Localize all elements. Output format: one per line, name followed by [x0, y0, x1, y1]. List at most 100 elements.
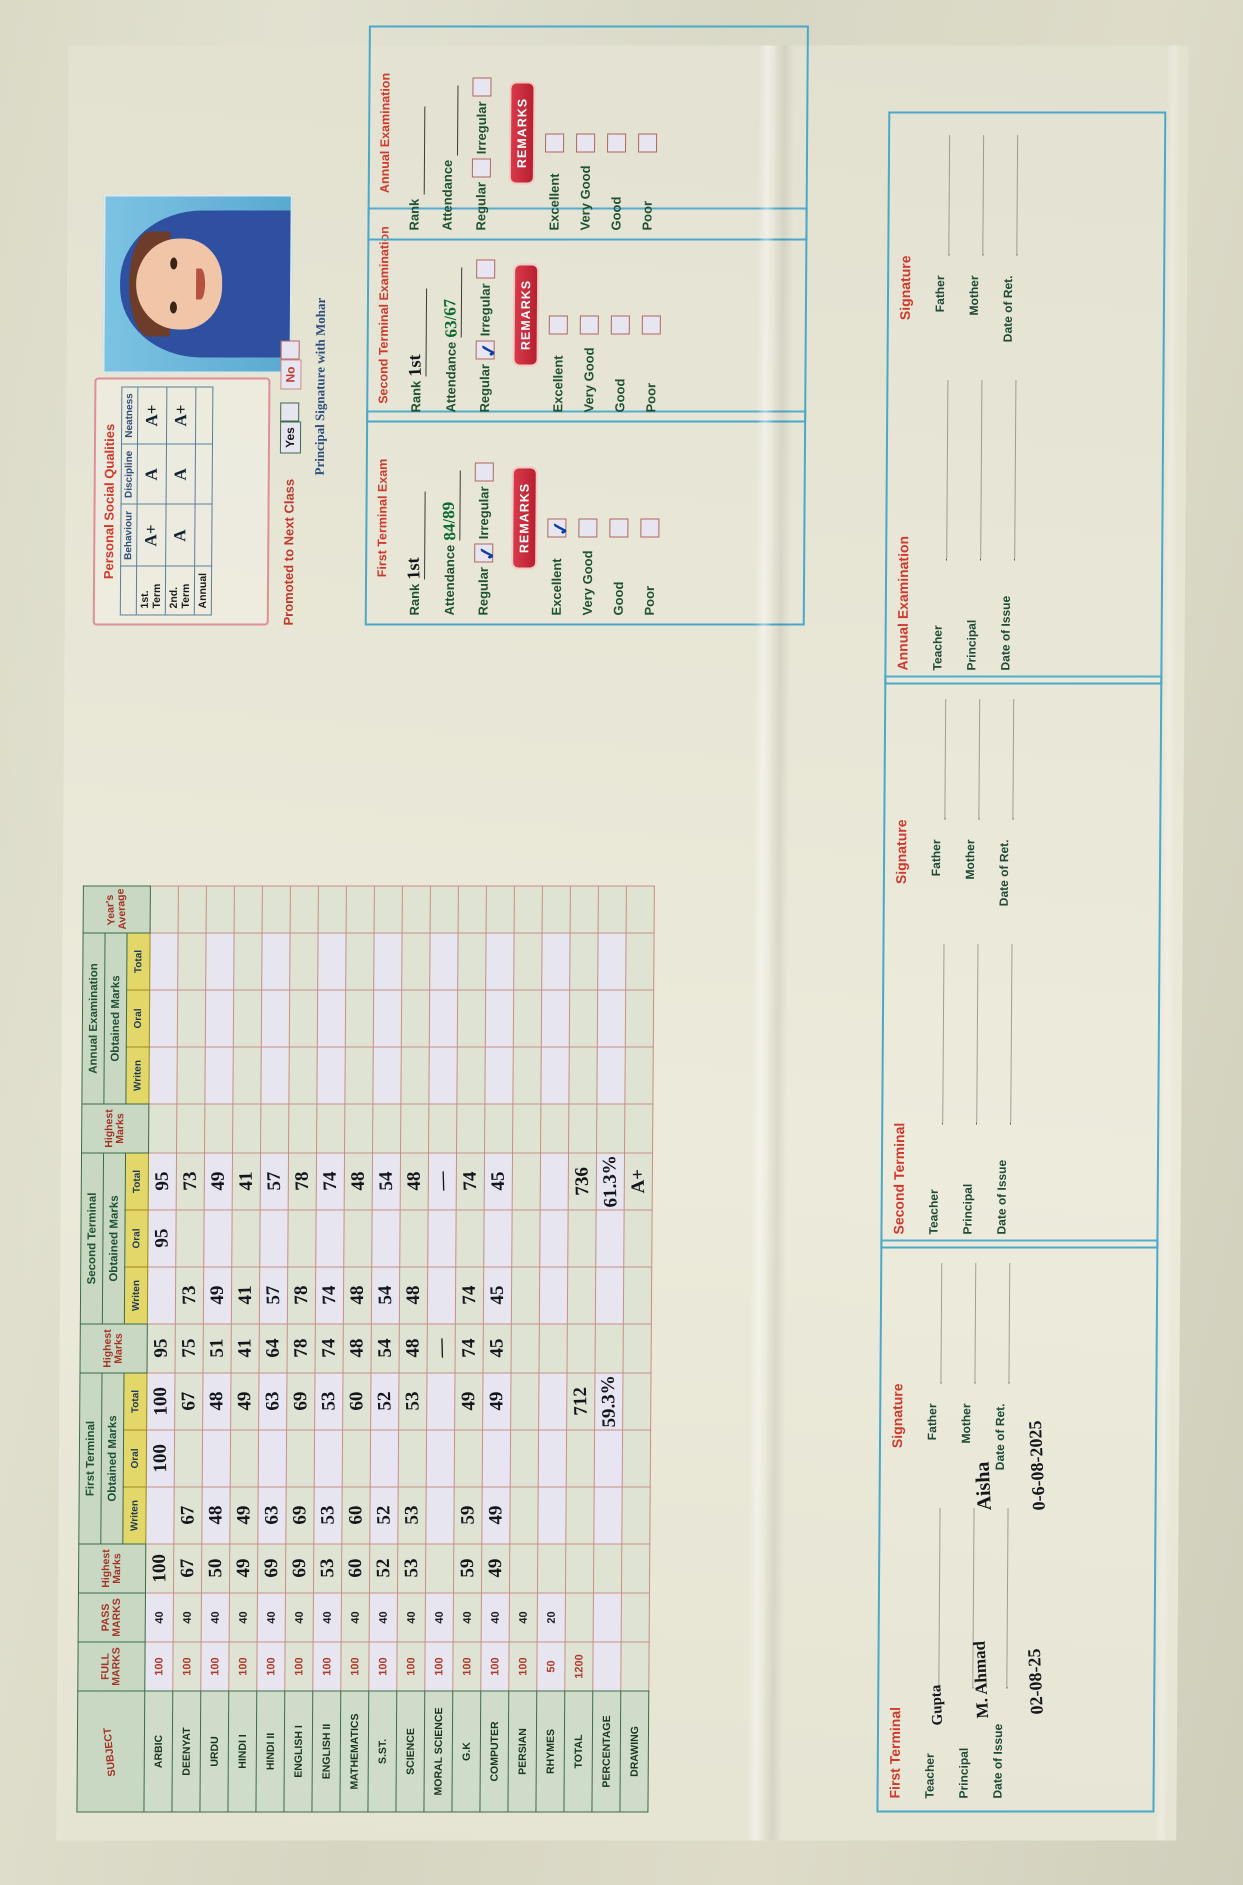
- row-an-writen: [288, 1046, 317, 1104]
- row-t1-total: 52: [370, 1372, 399, 1430]
- promoted-yes-checkbox[interactable]: [279, 402, 299, 421]
- row-an-highest: [288, 1103, 317, 1153]
- scale-label: Good: [611, 378, 627, 412]
- row-t2-highest: 54: [370, 1323, 399, 1373]
- row-t1-writen: 67: [173, 1486, 202, 1544]
- scale-checkbox[interactable]: [637, 133, 657, 152]
- row-an-writen: [344, 1046, 373, 1104]
- row-subject: RHYMES: [535, 1690, 565, 1812]
- promoted-no-checkbox[interactable]: [280, 340, 300, 359]
- row-an-writen: [148, 1046, 177, 1104]
- row-full-marks: 100: [200, 1641, 229, 1691]
- remarks-badge: REMARKS: [512, 468, 536, 567]
- row-t1-writen: 52: [369, 1486, 398, 1544]
- row-t1-oral: [593, 1429, 623, 1487]
- sig-line-right[interactable]: [943, 699, 946, 819]
- row-full-marks: 100: [480, 1641, 509, 1691]
- row-an-oral: [540, 989, 570, 1047]
- row-an-oral: [596, 989, 626, 1047]
- rank-row: Rank 1st: [402, 420, 426, 615]
- psq-term: 1st. Term: [135, 565, 166, 615]
- promoted-yes-label[interactable]: Yes: [279, 421, 301, 453]
- row-t1-total: 53: [314, 1372, 343, 1430]
- regular-checkbox[interactable]: ✓: [473, 543, 500, 563]
- row-t2-writen: 49: [202, 1266, 232, 1324]
- row-an-total: [149, 932, 178, 990]
- sig-line[interactable]: [979, 380, 982, 560]
- row-an-highest: [456, 1103, 485, 1153]
- student-photo: [94, 75, 301, 385]
- sigrow-left: Date of Issue: [997, 595, 1013, 670]
- row-t1-oral: [621, 1429, 651, 1487]
- psq-col-1: Behaviour: [120, 504, 137, 566]
- row-an-total: [597, 932, 626, 990]
- col-annual-total: Total: [126, 932, 150, 990]
- row-full-marks: 50: [536, 1641, 565, 1691]
- row-full-marks: 100: [144, 1641, 173, 1691]
- sig-line[interactable]: [937, 1508, 941, 1688]
- scale-checkbox[interactable]: [577, 518, 597, 537]
- row-an-writen: [596, 1046, 625, 1104]
- sig-line-right[interactable]: [1015, 135, 1018, 255]
- sig-line[interactable]: [1005, 1508, 1009, 1688]
- psq-discipline: A: [165, 443, 195, 504]
- psq-neatness: A+: [165, 386, 196, 444]
- row-an-oral: [260, 989, 290, 1047]
- col-t1-highest: Highest Marks: [77, 1543, 146, 1593]
- promoted-no-label[interactable]: No: [279, 359, 302, 389]
- row-an-oral: [484, 989, 514, 1047]
- scale-checkbox[interactable]: [610, 315, 630, 334]
- sig-line[interactable]: [945, 380, 948, 560]
- row-pass-marks: 40: [200, 1592, 229, 1642]
- scale-checkbox[interactable]: [544, 133, 564, 152]
- row-t2-highest: 74: [454, 1323, 483, 1373]
- sigrow-right: Father: [928, 839, 943, 876]
- sig-line-right[interactable]: [981, 135, 984, 255]
- row-t1-total: [510, 1372, 539, 1430]
- promotion-row: Promoted to Next Class Yes No Principal …: [274, 75, 348, 625]
- attendance-label: Attendance: [442, 341, 459, 412]
- regular-checkbox[interactable]: ✓: [475, 340, 501, 360]
- table-row: DRAWING A+: [619, 885, 654, 1812]
- sig-line[interactable]: [941, 944, 944, 1124]
- sig-line-right[interactable]: [947, 135, 950, 255]
- row-t1-highest: 53: [396, 1543, 426, 1593]
- sig-line-right[interactable]: [973, 1263, 976, 1383]
- row-t2-total: 57: [259, 1152, 289, 1210]
- scale-checkbox[interactable]: [548, 315, 568, 334]
- scale-label: Very Good: [576, 164, 593, 230]
- sig-line[interactable]: [1013, 380, 1016, 560]
- scale-label: Poor: [638, 200, 654, 230]
- row-t1-total: 63: [258, 1372, 287, 1430]
- sigblock-title: Second Terminal: [889, 1122, 907, 1234]
- sig-line-right[interactable]: [939, 1263, 942, 1383]
- irregular-checkbox[interactable]: [475, 259, 495, 279]
- irregular-checkbox[interactable]: [471, 77, 492, 97]
- scale-checkbox[interactable]: [579, 315, 599, 334]
- scale-checkbox[interactable]: [575, 133, 595, 152]
- row-an-total: [429, 932, 458, 990]
- sig-line-right[interactable]: [1011, 699, 1014, 819]
- sigrow-right: Mother: [962, 839, 977, 879]
- scale-checkbox[interactable]: ✓: [546, 518, 573, 537]
- row-t1-highest: 60: [340, 1543, 370, 1593]
- col-first_terminal-oral: Oral: [122, 1429, 147, 1487]
- row-t2-oral: [623, 1209, 652, 1267]
- row-pass-marks: 40: [144, 1592, 173, 1642]
- sig-line-right[interactable]: [977, 699, 980, 819]
- irregular-checkbox[interactable]: [474, 462, 494, 482]
- row-t1-oral: [537, 1429, 567, 1487]
- scale-checkbox[interactable]: [641, 315, 661, 334]
- row-t1-highest: 69: [256, 1543, 286, 1593]
- sig-line-right[interactable]: [1007, 1263, 1010, 1383]
- row-an-highest: [400, 1103, 429, 1153]
- regular-checkbox[interactable]: [471, 158, 491, 178]
- row-t2-oral: [343, 1209, 372, 1267]
- sig-line[interactable]: [1009, 944, 1012, 1124]
- regular-label: Regular: [472, 181, 489, 230]
- scale-checkbox[interactable]: [608, 518, 628, 537]
- sig-line[interactable]: [975, 944, 978, 1124]
- scale-checkbox[interactable]: [606, 133, 626, 152]
- scale-checkbox[interactable]: [639, 518, 659, 537]
- row-t2-highest: [622, 1323, 651, 1373]
